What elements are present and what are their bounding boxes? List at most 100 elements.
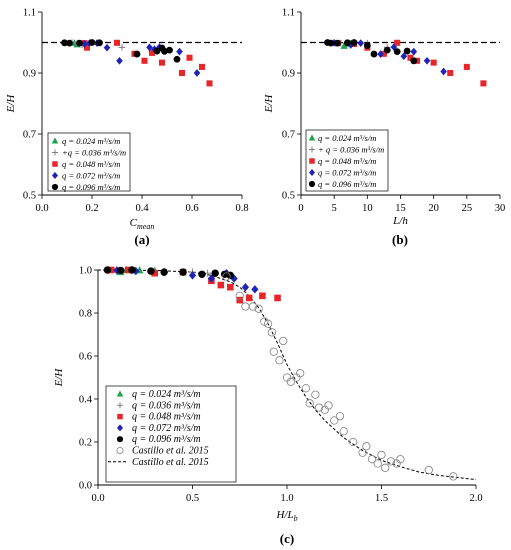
x-axis-label: H/Lb — [275, 509, 297, 523]
data-point — [188, 271, 197, 280]
data-point — [186, 54, 193, 61]
data-point — [248, 302, 258, 311]
data-point — [133, 50, 141, 58]
data-point — [76, 39, 83, 47]
x-tick-label: 0.4 — [135, 203, 149, 214]
data-point — [410, 57, 418, 65]
legend-label: q = 0.036 m³/s/m — [132, 400, 201, 411]
legend-label: + q = 0.036 m³/s/m — [318, 145, 384, 155]
x-tick-label: 20 — [428, 203, 439, 214]
data-point — [173, 55, 181, 63]
y-tick-label: 1.1 — [23, 8, 36, 19]
data-point — [286, 377, 295, 386]
series-5 — [222, 272, 458, 481]
y-tick-label: 0.7 — [23, 130, 36, 141]
legend-marker — [309, 169, 315, 176]
data-point — [357, 39, 364, 47]
legend-marker — [52, 149, 58, 156]
data-point — [179, 268, 187, 276]
data-point — [386, 457, 396, 466]
panel-label: (c) — [280, 531, 294, 546]
data-point — [410, 47, 418, 56]
legend-label: q = 0.048 m³/s/m — [132, 412, 201, 423]
chart-panel-2: 0.0 0.5 1.0 1.5 2.0 0.0 0.2 0.4 0.6 0.8 1.0 H/Lb E/H… — [53, 266, 483, 547]
data-point — [381, 463, 390, 472]
x-tick-label: 25 — [462, 203, 473, 214]
data-point — [263, 319, 273, 328]
y-axis-label: E/H — [263, 94, 275, 114]
data-point — [274, 294, 281, 302]
legend-marker — [309, 146, 315, 153]
data-point — [344, 39, 351, 47]
data-point — [107, 266, 115, 274]
data-point — [330, 416, 339, 425]
y-tick-label: 0.4 — [79, 395, 93, 406]
legend-box — [47, 132, 131, 192]
legend-marker — [117, 402, 123, 409]
data-point — [81, 40, 88, 48]
data-point — [449, 472, 458, 481]
data-point — [393, 48, 401, 56]
y-tick-label: 0.9 — [282, 69, 295, 80]
data-point — [217, 281, 225, 289]
data-point — [236, 296, 244, 304]
legend-marker — [117, 413, 123, 420]
legend-label: q = 0.096 m³/s/m — [62, 182, 120, 192]
legend-marker — [308, 134, 316, 141]
data-point — [396, 455, 405, 464]
legend-marker — [309, 158, 315, 164]
data-point — [227, 283, 234, 291]
x-tick-label: 0.5 — [186, 493, 199, 504]
legend: q = 0.024 m³/s/mq = 0.036 m³/s/mq = 0.04… — [105, 385, 237, 483]
x-tick-label: 2.0 — [469, 493, 482, 504]
legend-label: q = 0.096 m³/s/m — [132, 434, 201, 445]
legend-label: +q = 0.036 m³/s/m — [62, 148, 126, 158]
x-tick-label: 0.8 — [235, 203, 248, 214]
data-point — [480, 80, 487, 87]
x-axis-label: L/h — [392, 215, 408, 227]
data-point — [367, 455, 377, 464]
legend-label: q = 0.048 m³/s/m — [62, 159, 120, 169]
data-point — [400, 52, 408, 61]
data-point — [141, 57, 148, 64]
x-axis-label-main: C — [130, 217, 138, 229]
y-tick-label: 0.6 — [79, 352, 92, 363]
data-point — [423, 56, 431, 65]
y-tick-label: 0.7 — [282, 130, 295, 141]
data-point — [430, 59, 437, 66]
legend-box — [105, 385, 237, 483]
data-point — [383, 46, 391, 54]
data-point — [241, 302, 250, 311]
legend-label: Castillo et al. 2015 — [132, 446, 209, 457]
data-point — [66, 39, 73, 47]
data-point — [447, 69, 454, 77]
data-point — [370, 50, 378, 58]
data-point — [407, 54, 414, 61]
legend-marker — [52, 172, 58, 179]
series-4 — [103, 266, 235, 280]
legend-label: q = 0.072 m³/s/m — [62, 171, 120, 181]
data-point — [160, 268, 168, 276]
data-point — [254, 304, 263, 313]
data-point — [394, 39, 401, 46]
x-axis-label-main: H/L — [275, 509, 293, 521]
data-point — [279, 336, 288, 346]
data-point — [315, 403, 324, 412]
data-point — [362, 442, 371, 451]
data-point — [146, 43, 153, 52]
data-point — [269, 347, 278, 356]
legend: q = 0.024 m³/s/m+q = 0.036 m³/s/mq = 0.0… — [47, 132, 131, 192]
data-point — [178, 69, 186, 77]
x-tick-label: 0.0 — [91, 493, 104, 504]
data-point — [267, 328, 277, 337]
data-point — [198, 270, 206, 279]
data-point — [128, 266, 136, 274]
data-point — [61, 39, 68, 47]
data-point — [96, 39, 103, 47]
x-tick-label: 15 — [395, 203, 406, 214]
data-point — [83, 44, 91, 51]
legend-marker — [116, 436, 124, 443]
data-point — [275, 356, 284, 365]
series-4 — [324, 39, 418, 65]
y-tick-label: 0.0 — [79, 481, 92, 492]
